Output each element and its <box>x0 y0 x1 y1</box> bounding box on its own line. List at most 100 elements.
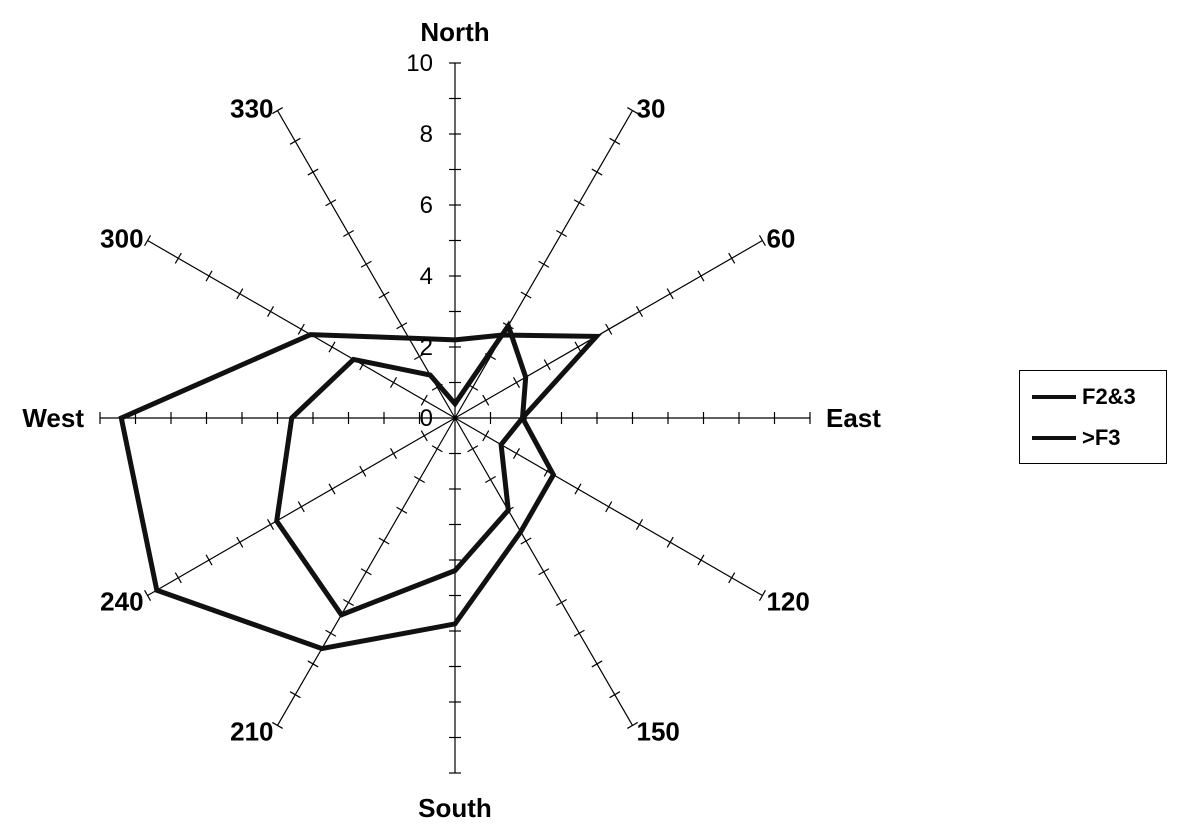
axis-tick <box>420 394 428 406</box>
direction-label-330: 330 <box>230 94 273 124</box>
axis-tick <box>144 590 152 601</box>
axis-tick <box>574 483 582 495</box>
radial-tick-label-6: 6 <box>420 192 433 219</box>
axis-tick <box>420 430 428 442</box>
legend-label-f2-3: F2&3 <box>1082 384 1136 409</box>
legend-label-gt-f3: >F3 <box>1082 425 1121 450</box>
axis-tick <box>482 430 490 442</box>
axis-tick <box>272 721 283 729</box>
axis-tick <box>272 107 283 115</box>
radial-tick-label-2: 2 <box>420 334 433 361</box>
axis-tick <box>543 359 551 371</box>
axis-tick <box>573 199 585 207</box>
direction-label-150: 150 <box>637 716 680 746</box>
direction-label-300: 300 <box>100 224 143 254</box>
axis-tick <box>414 475 425 484</box>
direction-label-60: 60 <box>766 224 795 254</box>
axis-tick <box>605 501 613 513</box>
axis-tick <box>758 590 766 601</box>
axis-tick <box>396 506 408 514</box>
axis-tick <box>297 323 305 335</box>
direction-label-east: East <box>826 403 881 433</box>
axis-tick <box>307 168 319 176</box>
axis-tick <box>414 352 425 361</box>
axis-tick <box>728 572 736 584</box>
axis-tick <box>556 230 567 238</box>
axis-tick <box>697 554 705 566</box>
axis-tick <box>431 445 443 453</box>
axis-tick <box>627 721 638 729</box>
axis-tick <box>728 252 736 264</box>
axis-tick <box>482 394 490 406</box>
axis-tick <box>389 377 398 388</box>
direction-label-west: West <box>22 403 84 433</box>
axis-tick <box>609 691 621 699</box>
axis-tick <box>205 554 213 566</box>
axis-tick <box>267 306 275 317</box>
axis-tick <box>573 629 585 637</box>
axis-tick <box>666 288 674 300</box>
axis-labels: 0 2 4 6 8 10 North 30 60 East 120 150 South 210 240 Wes… <box>22 17 881 823</box>
axis-tick <box>343 230 354 238</box>
direction-label-210: 210 <box>230 716 273 746</box>
legend: F2&3 >F3 <box>1019 370 1167 464</box>
axis-tick <box>307 660 319 668</box>
direction-label-120: 120 <box>766 587 809 617</box>
direction-label-240: 240 <box>100 587 143 617</box>
axis-tick <box>512 377 521 388</box>
direction-label-30: 30 <box>637 94 666 124</box>
direction-label-south: South <box>418 793 492 823</box>
axis-tick <box>635 519 643 530</box>
axis-tick <box>396 322 408 330</box>
axis-tick <box>325 629 337 637</box>
legend-item-f2-3: F2&3 <box>1032 382 1136 412</box>
axis-tick <box>666 536 674 548</box>
axis-tick <box>174 252 182 264</box>
axis-tick <box>378 537 390 545</box>
series-line-f2-3 <box>118 332 602 652</box>
axis-tick <box>360 260 372 268</box>
legend-swatch-gt-f3 <box>1032 436 1076 440</box>
axis-tick <box>328 483 336 495</box>
axis-tick <box>574 341 582 353</box>
axis-tick <box>359 465 367 477</box>
axis-tick <box>236 288 244 300</box>
axis-tick <box>556 598 567 606</box>
axis-tick <box>538 260 550 268</box>
axis-tick <box>236 536 244 548</box>
series-layer <box>118 320 602 652</box>
axis-tick <box>512 448 521 459</box>
legend-item-gt-f3: >F3 <box>1032 423 1121 453</box>
axis-tick <box>635 306 643 317</box>
axis-tick <box>289 137 301 145</box>
axis-tick <box>289 691 301 699</box>
radar-axes <box>99 62 811 774</box>
axis-tick <box>627 107 638 115</box>
axis-tick <box>205 270 213 282</box>
radial-tick-label-0: 0 <box>420 405 433 432</box>
axis-tick <box>343 598 354 606</box>
axis-tick <box>328 341 336 353</box>
radial-tick-label-10: 10 <box>406 50 433 77</box>
axis-tick <box>144 235 152 246</box>
direction-label-north: North <box>420 17 489 47</box>
axis-tick <box>467 445 479 453</box>
axis-tick <box>174 572 182 584</box>
radial-tick-label-4: 4 <box>420 263 433 290</box>
axis-tick <box>389 448 398 459</box>
axis-tick <box>591 660 603 668</box>
radial-tick-label-8: 8 <box>420 121 433 148</box>
axis-tick <box>520 291 532 299</box>
axis-tick <box>609 137 621 145</box>
axis-tick <box>758 235 766 246</box>
axis-tick <box>697 270 705 282</box>
axis-tick <box>538 568 550 576</box>
axis-tick <box>297 501 305 513</box>
axis-tick <box>591 168 603 176</box>
axis-tick <box>605 323 613 335</box>
axis-tick <box>485 475 496 484</box>
axis-tick <box>360 568 372 576</box>
series-line-f3 <box>274 320 529 618</box>
axis-tick <box>267 519 275 530</box>
